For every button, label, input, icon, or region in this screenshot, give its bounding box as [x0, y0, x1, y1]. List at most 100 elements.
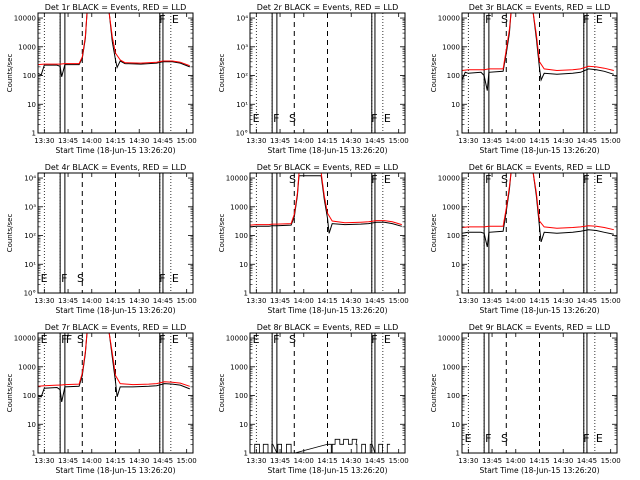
series-lld-line: [462, 173, 614, 231]
x-tick-label: 13:30: [458, 457, 478, 465]
x-tick-label: 13:45: [482, 137, 502, 145]
event-letter: F: [159, 272, 165, 285]
y-axis-label: Counts/sec: [6, 214, 14, 253]
event-letter: E: [596, 173, 603, 186]
x-tick-label: 14:15: [529, 137, 549, 145]
event-letter: E: [253, 333, 260, 346]
x-tick-label: 14:30: [341, 137, 361, 145]
x-tick-label: 14:30: [341, 297, 361, 305]
x-tick-label: 14:15: [105, 297, 125, 305]
y-tick-label: 1: [456, 450, 460, 458]
y-tick-label: 1: [244, 450, 248, 458]
x-tick-label: 14:45: [577, 457, 597, 465]
detector-panel-7: Det 7r BLACK = Events, RED = LLD Counts/s…: [6, 323, 197, 475]
x-tick-label: 13:30: [34, 137, 54, 145]
event-letter: F: [159, 13, 165, 26]
event-letter: F: [583, 13, 589, 26]
x-tick-label: 14:30: [341, 457, 361, 465]
panel-title: Det 4r BLACK = Events, RED = LLD: [45, 163, 187, 172]
y-tick-label: 10³: [24, 203, 36, 211]
series-events-line: [38, 13, 190, 77]
y-axis-label: Counts/sec: [218, 214, 226, 253]
event-letter: F: [485, 432, 491, 445]
event-letter: E: [384, 173, 391, 186]
x-tick-label: 13:45: [270, 297, 290, 305]
x-tick-label: 14:45: [577, 297, 597, 305]
x-tick-label: 14:15: [317, 297, 337, 305]
x-tick-label: 13:30: [34, 297, 54, 305]
x-tick-label: 14:45: [153, 457, 173, 465]
y-tick-label: 1: [32, 130, 36, 138]
x-tick-label: 13:45: [58, 137, 78, 145]
x-tick-label: 14:00: [82, 457, 102, 465]
x-tick-label: 14:15: [529, 297, 549, 305]
detector-panel-2: Det 2r BLACK = Events, RED = LLD Counts/s…: [218, 3, 409, 155]
y-tick-label: 10000: [438, 175, 460, 183]
x-tick-label: 14:00: [506, 297, 526, 305]
x-tick-label: 15:00: [389, 297, 409, 305]
x-tick-label: 14:30: [129, 297, 149, 305]
panel-title: Det 5r BLACK = Events, RED = LLD: [257, 163, 399, 172]
y-tick-label: 1: [456, 290, 460, 298]
detector-panel-9: Det 9r BLACK = Events, RED = LLD Counts/s…: [430, 323, 621, 475]
event-letter: E: [172, 13, 179, 26]
x-tick-label: 13:45: [270, 137, 290, 145]
x-tick-label: 14:45: [577, 137, 597, 145]
y-tick-label: 10000: [438, 335, 460, 343]
y-axis-label: Counts/sec: [430, 214, 438, 253]
y-axis-label: Counts/sec: [218, 374, 226, 413]
x-tick-label: 15:00: [601, 137, 621, 145]
y-tick-label: 1000: [442, 43, 460, 51]
x-tick-label: 15:00: [177, 137, 197, 145]
detector-panel-6: Det 6r BLACK = Events, RED = LLD Counts/s…: [430, 163, 621, 315]
y-tick-label: 1000: [442, 363, 460, 371]
x-axis-label: Start Time (18-Jun-15 13:26:20): [480, 146, 600, 155]
x-tick-label: 15:00: [601, 297, 621, 305]
x-tick-label: 14:00: [294, 297, 314, 305]
x-tick-label: 15:00: [601, 457, 621, 465]
x-tick-label: 14:15: [105, 137, 125, 145]
x-tick-label: 14:00: [82, 297, 102, 305]
series-events-line: [250, 175, 402, 234]
panel-title: Det 7r BLACK = Events, RED = LLD: [45, 323, 187, 332]
y-tick-label: 1000: [230, 363, 248, 371]
y-tick-label: 10°: [24, 290, 36, 298]
y-tick-label: 10000: [14, 15, 36, 23]
y-tick-label: 100: [23, 392, 36, 400]
x-axis-label: Start Time (18-Jun-15 13:26:20): [268, 306, 388, 315]
y-tick-label: 10³: [236, 43, 248, 51]
event-letter: F: [273, 333, 279, 346]
panel-title: Det 6r BLACK = Events, RED = LLD: [469, 163, 611, 172]
x-axis-label: Start Time (18-Jun-15 13:26:20): [268, 466, 388, 475]
event-letter: F: [485, 13, 491, 26]
event-letter: F: [159, 333, 165, 346]
x-tick-label: 14:45: [153, 137, 173, 145]
x-tick-label: 13:30: [458, 137, 478, 145]
x-tick-label: 14:30: [129, 137, 149, 145]
y-axis-label: Counts/sec: [218, 54, 226, 93]
y-tick-label: 1000: [18, 363, 36, 371]
y-tick-label: 10000: [14, 335, 36, 343]
y-tick-label: 1000: [230, 203, 248, 211]
x-axis-label: Start Time (18-Jun-15 13:26:20): [268, 146, 388, 155]
panel-title: Det 8r BLACK = Events, RED = LLD: [257, 323, 399, 332]
event-letter: E: [384, 333, 391, 346]
x-tick-label: 14:45: [365, 137, 385, 145]
detector-panel-4: Det 4r BLACK = Events, RED = LLD Counts/s…: [6, 163, 197, 315]
y-tick-label: 10: [239, 261, 248, 269]
y-tick-label: 10°: [236, 130, 248, 138]
y-tick-label: 10¹: [236, 101, 248, 109]
event-letter: S: [289, 173, 296, 186]
x-tick-label: 14:30: [553, 297, 573, 305]
y-tick-label: 10: [27, 101, 36, 109]
x-tick-label: 14:00: [506, 457, 526, 465]
series-lld-line: [38, 13, 190, 67]
y-tick-label: 10: [27, 421, 36, 429]
y-tick-label: 100: [447, 232, 460, 240]
event-letter: F: [583, 173, 589, 186]
x-axis-label: Start Time (18-Jun-15 13:26:20): [480, 466, 600, 475]
x-tick-label: 13:45: [482, 457, 502, 465]
event-letter: E: [41, 333, 48, 346]
y-axis-label: Counts/sec: [6, 54, 14, 93]
